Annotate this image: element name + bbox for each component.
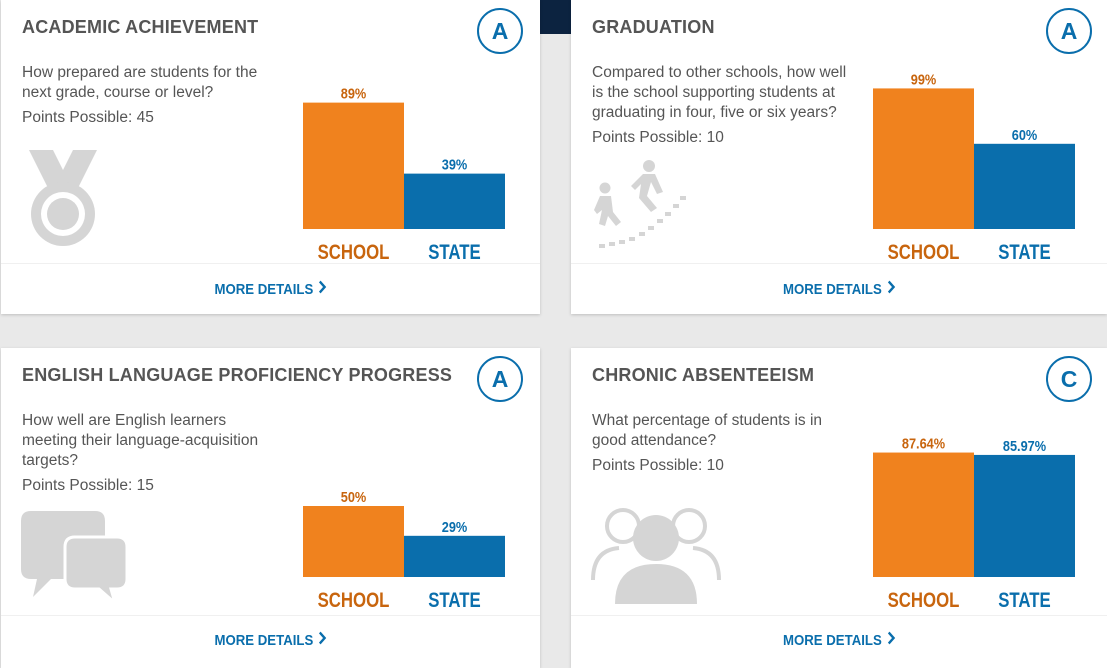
bar-chart-svg: 89% SCHOOL 39% STATE bbox=[303, 85, 505, 265]
value-label: 89% bbox=[341, 85, 367, 102]
category-label: SCHOOL bbox=[888, 589, 960, 612]
bar-state bbox=[404, 535, 505, 577]
value-label: 60% bbox=[1012, 126, 1038, 143]
points-possible: Points Possible: 10 bbox=[592, 129, 724, 146]
grade-badge: A bbox=[477, 356, 523, 402]
category-label: SCHOOL bbox=[318, 241, 390, 264]
value-label: 99% bbox=[911, 70, 937, 87]
card-graduation: GRADUATION A Compared to other schools, … bbox=[571, 0, 1107, 314]
chevron-right-icon bbox=[887, 631, 895, 649]
more-details-link[interactable]: MORE DETAILS bbox=[33, 280, 507, 298]
bar-school bbox=[303, 102, 404, 229]
bar-chart: 50% SCHOOL 29% STATE bbox=[303, 408, 505, 618]
chevron-right-icon bbox=[319, 631, 327, 649]
bar-school bbox=[873, 452, 974, 577]
card-title: ACADEMIC ACHIEVEMENT bbox=[22, 17, 259, 37]
people-group-icon bbox=[591, 500, 721, 611]
bar-chart: 89% SCHOOL 39% STATE bbox=[303, 60, 505, 270]
value-label: 39% bbox=[442, 156, 468, 173]
question-text: How well are English learners meeting th… bbox=[22, 412, 259, 469]
chevron-right-icon bbox=[319, 280, 327, 298]
header-strip bbox=[540, 0, 571, 34]
more-details-label: MORE DETAILS bbox=[214, 631, 314, 649]
chevron-right-icon bbox=[887, 280, 895, 298]
more-details-label: MORE DETAILS bbox=[214, 280, 314, 298]
climbing-stairs-icon bbox=[591, 160, 691, 257]
bar-chart: 99% SCHOOL 60% STATE bbox=[873, 60, 1075, 270]
category-label: STATE bbox=[998, 241, 1051, 264]
more-details-link[interactable]: MORE DETAILS bbox=[603, 280, 1075, 298]
more-details-link[interactable]: MORE DETAILS bbox=[603, 631, 1075, 649]
category-label: STATE bbox=[428, 241, 481, 264]
value-label: 29% bbox=[442, 518, 468, 535]
card-title: ENGLISH LANGUAGE PROFICIENCY PROGRESS bbox=[22, 365, 453, 385]
card-description: Compared to other schools, how well is t… bbox=[592, 63, 852, 148]
bar-chart-svg: 87.64% SCHOOL 85.97% STATE bbox=[873, 435, 1075, 613]
bar-state bbox=[974, 454, 1075, 577]
more-details-label: MORE DETAILS bbox=[783, 280, 882, 298]
grade-badge: A bbox=[1046, 8, 1092, 54]
more-details-label: MORE DETAILS bbox=[783, 631, 882, 649]
card-title: CHRONIC ABSENTEEISM bbox=[592, 365, 815, 385]
bar-state bbox=[974, 143, 1075, 229]
points-possible: Points Possible: 45 bbox=[22, 109, 154, 126]
category-label: STATE bbox=[998, 589, 1051, 612]
card-academic-achievement: ACADEMIC ACHIEVEMENT A How prepared are … bbox=[1, 0, 540, 314]
category-label: SCHOOL bbox=[318, 589, 390, 612]
value-label: 85.97% bbox=[1003, 437, 1046, 454]
category-label: STATE bbox=[428, 589, 481, 612]
chat-bubbles-icon bbox=[21, 511, 131, 608]
bar-chart-svg: 50% SCHOOL 29% STATE bbox=[303, 488, 505, 613]
question-text: What percentage of students is in good a… bbox=[592, 412, 823, 449]
bar-chart-svg: 99% SCHOOL 60% STATE bbox=[873, 70, 1075, 265]
points-possible: Points Possible: 15 bbox=[22, 477, 154, 494]
grade-badge: A bbox=[477, 8, 523, 54]
more-details-link[interactable]: MORE DETAILS bbox=[33, 631, 507, 649]
card-chronic-absenteeism: CHRONIC ABSENTEEISM C What percentage of… bbox=[571, 348, 1107, 668]
card-description: How prepared are students for the next g… bbox=[22, 63, 282, 128]
points-possible: Points Possible: 10 bbox=[592, 457, 724, 474]
card-description: What percentage of students is in good a… bbox=[592, 411, 852, 476]
question-text: How prepared are students for the next g… bbox=[22, 64, 258, 101]
card-english-language-proficiency: ENGLISH LANGUAGE PROFICIENCY PROGRESS A … bbox=[1, 348, 540, 668]
grade-badge: C bbox=[1046, 356, 1092, 402]
bar-state bbox=[404, 173, 505, 229]
medal-icon bbox=[25, 150, 101, 255]
bar-school bbox=[303, 506, 404, 577]
question-text: Compared to other schools, how well is t… bbox=[592, 64, 847, 121]
category-label: SCHOOL bbox=[888, 241, 960, 264]
card-title: GRADUATION bbox=[592, 17, 715, 37]
value-label: 87.64% bbox=[902, 435, 945, 452]
bar-chart: 87.64% SCHOOL 85.97% STATE bbox=[873, 408, 1075, 618]
card-description: How well are English learners meeting th… bbox=[22, 411, 282, 496]
value-label: 50% bbox=[341, 488, 367, 505]
bar-school bbox=[873, 88, 974, 229]
